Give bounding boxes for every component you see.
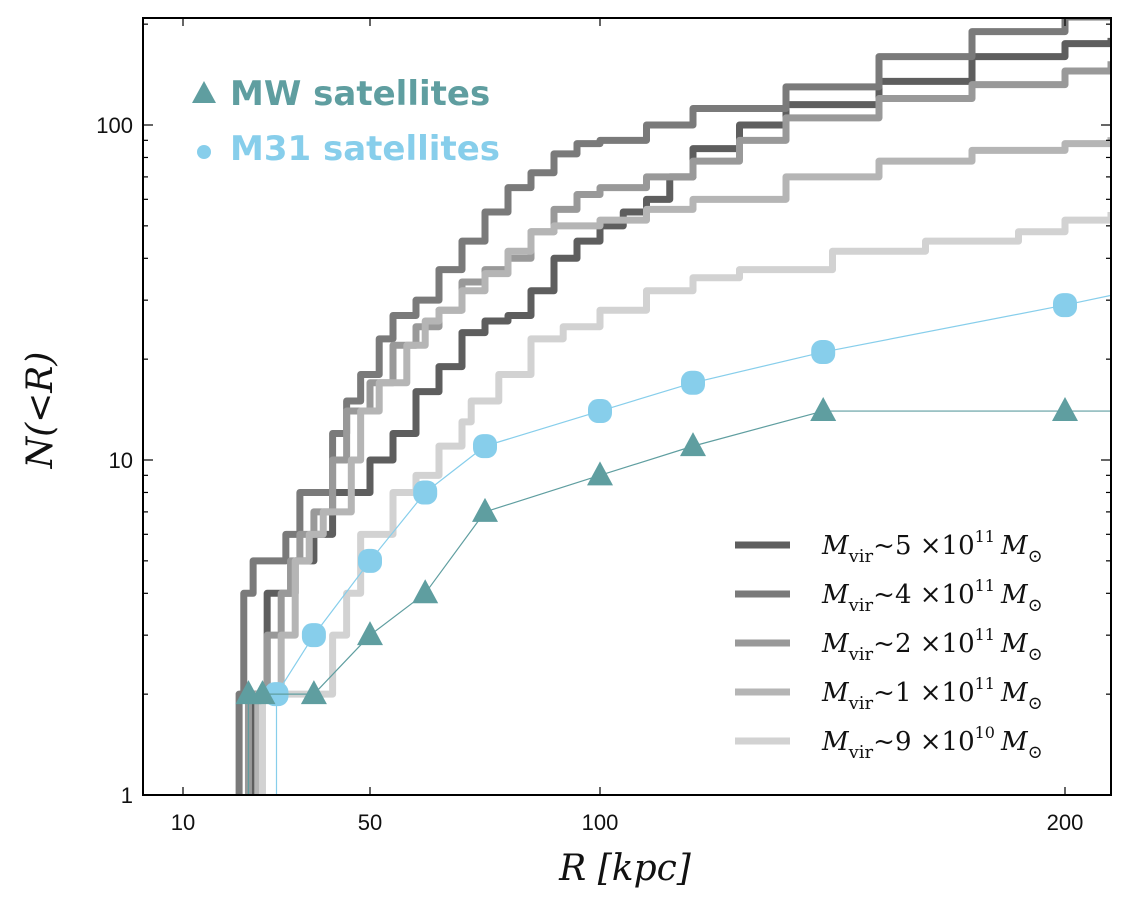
mw-point <box>412 579 439 604</box>
mw-point <box>472 497 498 522</box>
m31-point <box>588 399 612 424</box>
m31-point <box>1053 293 1077 318</box>
mw-point <box>680 432 706 457</box>
x-axis-ticks: 10 50 100 200 <box>171 18 1084 835</box>
mw-point <box>300 680 327 705</box>
circle-icon <box>197 145 211 159</box>
series-line-1 <box>235 18 1111 795</box>
x-axis-label: R [kpc] <box>558 848 692 889</box>
marker-legend: MW satellites M31 satellites <box>192 74 500 169</box>
m31-point <box>358 548 382 573</box>
x-tick-label: 200 <box>1047 810 1084 835</box>
legend-label: Mvir~4 ×1011 M⊙ <box>821 576 1043 616</box>
y-tick-label: 10 <box>109 448 133 473</box>
y-tick-label: 1 <box>121 783 133 808</box>
x-tick-label: 50 <box>358 810 382 835</box>
legend-label: Mvir~9 ×1010 M⊙ <box>821 723 1043 763</box>
marker-legend-label: M31 satellites <box>230 129 500 169</box>
m31-point <box>681 370 705 395</box>
m31-point <box>811 340 836 365</box>
y-tick-label: 100 <box>96 113 133 138</box>
plot-area <box>235 18 1111 795</box>
series-line-4 <box>258 211 1111 795</box>
y-axis-ticks: 1 10 100 <box>96 23 1111 808</box>
legend-label: Mvir~1 ×1011 M⊙ <box>821 674 1043 714</box>
m31-point <box>473 434 497 459</box>
line-legend: Mvir~5 ×1011 M⊙ Mvir~4 ×1011 M⊙ Mvir~2 ×1011… <box>735 527 1043 763</box>
series-line-3 <box>254 137 1111 795</box>
mw-point <box>1052 397 1078 422</box>
x-tick-label: 10 <box>171 810 195 835</box>
x-tick-label: 100 <box>582 810 619 835</box>
m31-point <box>301 623 326 648</box>
legend-label: Mvir~5 ×1011 M⊙ <box>821 527 1043 567</box>
triangle-icon <box>192 81 216 103</box>
mw-point <box>357 621 383 646</box>
marker-legend-label: MW satellites <box>230 74 490 114</box>
y-axis-label: N(<R) <box>20 352 61 470</box>
m31-point <box>413 480 438 505</box>
plot-frame <box>142 17 1112 796</box>
mw-point <box>249 680 276 705</box>
mw-point <box>810 397 837 422</box>
legend-label: Mvir~2 ×1011 M⊙ <box>821 625 1043 665</box>
mw-point <box>587 461 613 486</box>
